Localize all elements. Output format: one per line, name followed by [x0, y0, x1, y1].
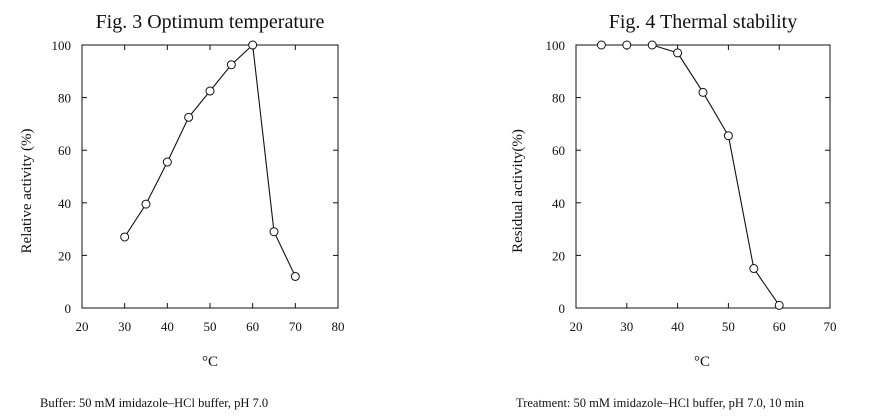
plot-frame — [81, 44, 339, 309]
x-tick-label: 30 — [118, 319, 131, 334]
x-axis-label: °C — [694, 354, 710, 370]
x-tick-label: 70 — [289, 319, 302, 334]
x-tick-label: 50 — [722, 319, 735, 334]
x-tick-label: 60 — [773, 319, 786, 334]
y-tick-label: 60 — [58, 143, 71, 158]
data-point — [120, 232, 130, 242]
y-tick-label: 100 — [52, 38, 72, 53]
data-point — [698, 87, 708, 97]
data-point — [226, 60, 236, 70]
data-point — [269, 227, 279, 237]
data-point — [290, 271, 300, 281]
data-point — [749, 264, 759, 274]
y-tick-label: 80 — [58, 91, 71, 106]
data-point — [774, 300, 784, 310]
chart-title: Fig. 4 Thermal stability — [609, 11, 798, 33]
y-tick-label: 80 — [552, 91, 565, 106]
figure-note: Treatment: 50 mM imidazole–HCl buffer, p… — [516, 396, 805, 410]
data-point — [622, 40, 632, 50]
x-tick-label: 50 — [204, 319, 217, 334]
x-tick-label: 80 — [332, 319, 345, 334]
figure-note: Buffer: 50 mM imidazole–HCl buffer, pH 7… — [40, 396, 268, 410]
data-point — [184, 112, 194, 122]
data-point — [647, 40, 657, 50]
data-point — [248, 40, 258, 50]
y-tick-label: 60 — [552, 143, 565, 158]
y-tick-label: 40 — [58, 196, 71, 211]
data-point — [596, 40, 606, 50]
x-tick-label: 20 — [76, 319, 89, 334]
y-axis-label: Relative activity (%) — [19, 129, 35, 254]
figure-3: Fig. 3 Optimum temperature 20 30 40 50 60 70 8… — [19, 11, 345, 410]
data-point — [141, 199, 151, 209]
y-tick-label: 20 — [58, 248, 71, 263]
y-tick-label: 100 — [546, 38, 566, 53]
x-tick-label: 60 — [246, 319, 259, 334]
y-axis-label: Residual activity(%) — [510, 129, 526, 253]
data-point — [205, 86, 215, 96]
series-line — [124, 43, 296, 277]
chart-title: Fig. 3 Optimum temperature — [96, 11, 325, 33]
figure-4: Fig. 4 Thermal stability 20 30 40 50 60 70020… — [510, 11, 837, 410]
x-tick-label: 70 — [824, 319, 837, 334]
x-tick-label: 40 — [161, 319, 174, 334]
x-tick-label: 40 — [671, 319, 684, 334]
y-tick-label: 0 — [559, 301, 566, 316]
plot-frame — [575, 44, 831, 309]
x-axis-label: °C — [202, 354, 218, 370]
y-tick-label: 40 — [552, 196, 565, 211]
x-tick-label: 20 — [570, 319, 583, 334]
data-point — [162, 157, 172, 167]
y-tick-label: 0 — [65, 301, 72, 316]
plot-area: 20 30 40 50 60 70 80 0 20 40 60 80 100 — [52, 38, 345, 334]
data-point — [673, 48, 683, 58]
x-tick-label: 30 — [620, 319, 633, 334]
data-point — [723, 131, 733, 141]
y-tick-label: 20 — [552, 248, 565, 263]
plot-area: 20 30 40 50 60 70 0 20 40 60 80 100 — [546, 38, 837, 334]
